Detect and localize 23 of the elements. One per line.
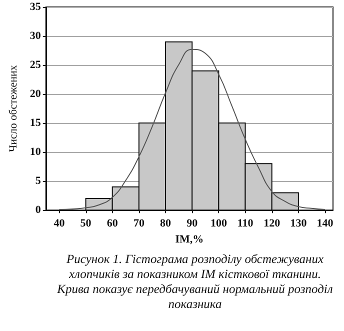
y-axis-title: Число обстежених: [8, 64, 20, 152]
y-tick-label: 20: [30, 88, 42, 100]
x-axis-title: IM,%: [175, 234, 204, 246]
x-tick-label: 110: [237, 218, 254, 230]
x-tick-label: 100: [210, 218, 228, 230]
y-tick-label: 10: [30, 146, 42, 158]
x-tick-label: 50: [80, 218, 92, 230]
y-tick-label: 30: [30, 30, 42, 42]
x-tick-label: 40: [54, 218, 66, 230]
x-tick-label: 70: [133, 218, 145, 230]
text: Рисунок 1. Гістограма розподілу обстежуваних хлопчиків за показником ІМ кісткової тканини. Крива показує передбачуваний нормальний розподіл показника: [56, 252, 334, 312]
x-tick-label: 80: [160, 218, 172, 230]
y-tick-label: 15: [30, 117, 42, 130]
line-series: [58, 48, 326, 210]
x-tick-label: 120: [264, 218, 281, 230]
y-tick-label: 25: [30, 59, 42, 72]
x-tick-label: 130: [290, 218, 308, 230]
x-tick-label: 60: [106, 218, 118, 230]
x-tick-label: 90: [186, 218, 198, 230]
y-tick-label: 5: [35, 175, 42, 188]
y-tick-label: 35: [30, 1, 42, 13]
x-tick-label: 140: [316, 218, 334, 230]
y-tick-label: 0: [35, 204, 42, 216]
